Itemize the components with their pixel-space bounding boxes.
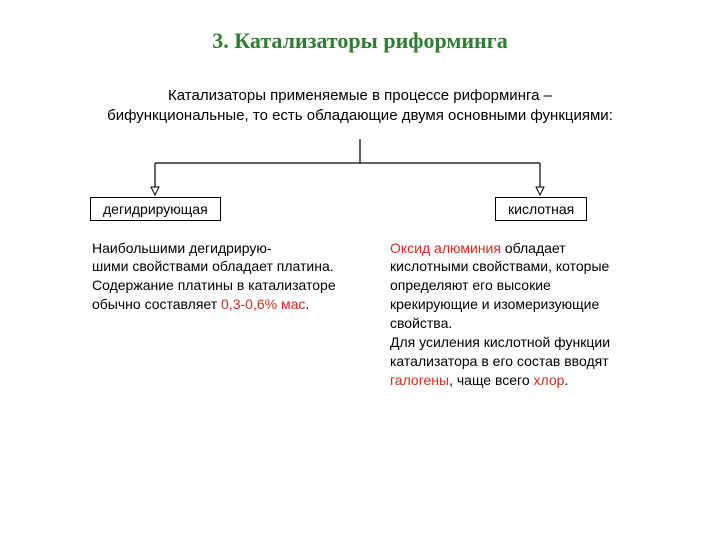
left-t1: Наибольшими дегидрирую- bbox=[92, 240, 272, 256]
right-column: Оксид алюминия обладает кислотными свойс… bbox=[390, 239, 640, 390]
left-column: Наибольшими дегидрирую- шими свойствами … bbox=[92, 239, 342, 390]
branch-diagram: дегидрирующая кислотная bbox=[0, 139, 720, 229]
two-columns: Наибольшими дегидрирую- шими свойствами … bbox=[0, 239, 720, 390]
slide-title: 3. Катализаторы риформинга bbox=[0, 0, 720, 54]
left-t3: . bbox=[305, 296, 309, 312]
box-dehydro: дегидрирующая bbox=[90, 197, 221, 221]
left-highlight: 0,3-0,6% мас bbox=[221, 296, 305, 312]
box-acid: кислотная bbox=[495, 197, 587, 221]
right-hl1: Оксид алюминия bbox=[390, 240, 501, 256]
right-t3: , чаще всего bbox=[449, 372, 533, 388]
intro-text: Катализаторы применяемые в процессе рифо… bbox=[0, 86, 720, 127]
intro-line2: бифункциональные, то есть обладающие дву… bbox=[107, 107, 613, 124]
right-hl3: хлор bbox=[534, 372, 565, 388]
right-t2: Для усиления кислотной функции катализат… bbox=[390, 334, 610, 369]
intro-line1: Катализаторы применяемые в процессе рифо… bbox=[168, 87, 552, 104]
right-hl2: галогены bbox=[390, 372, 449, 388]
right-t4: . bbox=[564, 372, 568, 388]
